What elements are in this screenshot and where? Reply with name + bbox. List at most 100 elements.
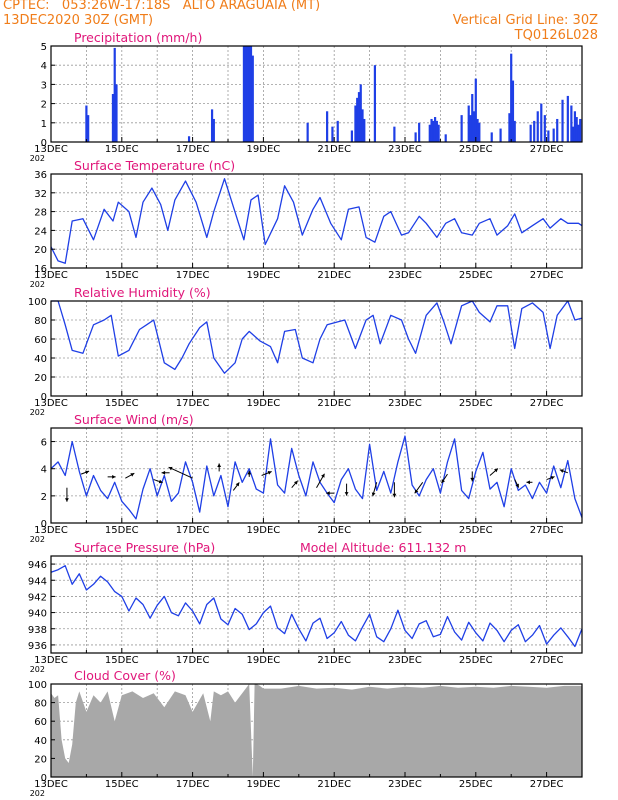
precip-bar [85,105,88,142]
wind-arrow-head [168,466,173,471]
year-stub: 202 [30,665,45,674]
x-tick-label: 25DEC [459,779,493,790]
precip-bar [577,124,580,142]
precip-bar [437,124,440,142]
y-tick-label: 20 [34,245,47,256]
panel-frame [50,45,583,143]
precip-bar [511,80,515,142]
cloud-cover-area [51,684,582,777]
precip-bar [556,118,559,142]
y-tick-label: 6 [41,438,47,449]
precip-bar [478,122,481,142]
x-tick-label: 25DEC [459,655,493,666]
wind-arrow-head [526,480,530,485]
precip-bar [513,120,516,142]
precip-bar [435,120,438,142]
wind-arrow-head [158,479,163,484]
y-tick-label: 3 [41,80,47,91]
precip-bar [474,78,477,142]
y-tick-label: 80 [34,316,47,327]
y-tick-label: 60 [34,717,47,728]
y-tick-label: 0 [41,392,47,403]
panel-frame [50,683,583,778]
y-tick-label: 20 [34,373,47,384]
x-tick-label: 17DEC [176,779,210,790]
panel-title: Surface Wind (m/s) [74,412,194,427]
x-tick-label: 21DEC [317,525,351,536]
panel-frame [50,555,583,654]
y-tick-label: 1 [41,119,47,130]
station-title: CPTEC: 053:26W-17:18S ALTO ARAGUAIA (MT) [3,0,321,13]
precip-bar [444,134,447,142]
x-tick-label: 19DEC [247,398,281,409]
x-tick-label: 19DEC [247,144,281,155]
x-tick-label: 23DEC [388,525,422,536]
panel-2: 0 20 40 60 80 100 13DEC 15DEC 17DEC 19DEC 21DEC 23D… [28,285,583,417]
wind-arrow-head [371,492,376,497]
y-tick-label: 0 [41,773,47,784]
y-tick-label: 942 [28,592,47,603]
wind-arrow-head [414,489,419,494]
precip-bar [212,118,215,142]
y-tick-label: 944 [28,576,47,587]
precip-bar [373,65,377,142]
precip-bar [430,118,433,142]
panel-4: 936 938 940 942 944 946 13DEC 15DEC 17DEC 19DEC 21… [28,540,583,674]
year-stub: 202 [30,408,45,417]
precip-bar [111,94,115,142]
wind-arrow-head [267,471,272,475]
year-stub: 202 [30,789,45,798]
x-tick-label: 15DEC [105,525,139,536]
precip-bar [472,111,476,142]
x-tick-label: 23DEC [388,779,422,790]
y-tick-label: 938 [28,625,47,636]
x-tick-label: 17DEC [176,525,210,536]
x-tick-label: 27DEC [530,270,564,281]
wind-arrow-head [235,482,240,487]
precip-bar [248,46,251,142]
wind-arrow-head [247,470,252,475]
precip-bar [418,122,421,142]
x-tick-label: 13DEC [34,655,68,666]
y-tick-label: 4 [41,61,47,72]
series-line [51,300,583,374]
wind-arrow-head [344,492,349,496]
chart-header: CPTEC: 053:26W-17:18S ALTO ARAGUAIA (MT)… [0,0,618,46]
y-tick-label: 940 [28,609,47,620]
x-tick-label: 17DEC [176,655,210,666]
panel-frame [50,300,583,397]
x-tick-label: 15DEC [105,144,139,155]
wind-arrow-head [441,479,446,484]
wind-arrow-head [293,480,298,485]
x-tick-label: 25DEC [459,525,493,536]
panel-title: Surface Pressure (hPa) [74,540,215,555]
y-tick-label: 5 [41,42,47,53]
precip-bar [210,109,214,142]
model-id: TQ0126L028 [514,28,598,43]
x-tick-label: 19DEC [247,270,281,281]
x-tick-label: 21DEC [317,270,351,281]
precip-bar [393,126,396,142]
wind-arrow-head [326,491,330,496]
y-tick-label: 4 [41,465,47,476]
precip-bar [87,115,90,142]
wind-arrow [168,466,193,479]
x-tick-label: 27DEC [530,144,564,155]
y-tick-label: 0 [41,138,47,149]
panel-title: Precipitation (mm/h) [74,30,202,45]
precip-bar [469,115,472,142]
precip-bar [579,118,582,142]
precip-bar [363,118,366,142]
series-line [50,435,583,520]
x-tick-label: 23DEC [388,144,422,155]
precip-bar [508,113,511,142]
y-tick-label: 40 [34,354,47,365]
precip-bar [350,130,353,142]
series-line [50,178,583,264]
y-tick-label: 946 [28,560,47,571]
panel-0: 0 1 2 3 4 5 13DEC 15DEC 17DEC 19DEC 21DEC 23DEC 25DE… [30,30,583,163]
x-tick-label: 13DEC [34,779,68,790]
panel-frame [50,427,583,524]
precip-bar [540,103,543,142]
